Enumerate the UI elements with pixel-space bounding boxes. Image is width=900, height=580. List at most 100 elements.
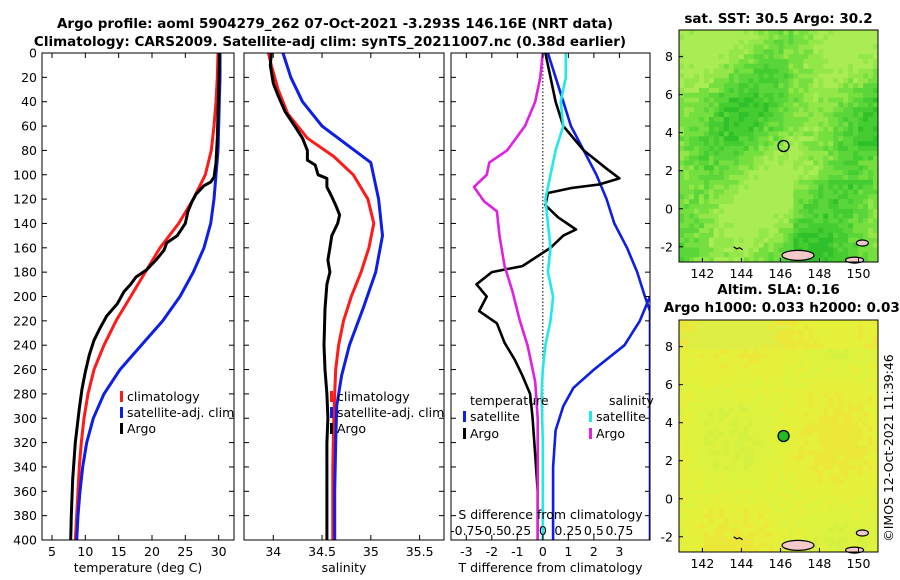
map-cell — [853, 131, 859, 137]
map-cell — [818, 237, 824, 243]
map-cell — [808, 199, 814, 205]
map-cell — [743, 247, 750, 253]
map-cell — [838, 194, 844, 200]
map-cell — [768, 436, 774, 442]
x-tick-label: 142 — [690, 266, 714, 281]
map-cell — [708, 237, 715, 243]
map-cell — [753, 344, 759, 350]
map-cell — [758, 136, 764, 142]
map-cell — [863, 445, 869, 451]
map-cell — [808, 479, 814, 485]
map-cell — [793, 49, 799, 55]
map-cell — [768, 460, 774, 466]
map-cell — [833, 63, 839, 69]
map-cell — [728, 358, 735, 364]
map-cell — [703, 112, 710, 118]
map-cell — [703, 237, 710, 243]
map-cell — [693, 339, 700, 345]
map-cell — [788, 112, 794, 118]
map-cell — [728, 184, 735, 190]
map-cell — [708, 431, 715, 437]
map-cell — [698, 218, 705, 224]
map-cell — [778, 218, 784, 224]
map-cell — [813, 353, 819, 359]
difference-panel: -3 -2 -1 0 1 2 3T difference from climatologyt… — [450, 52, 654, 575]
map-cell — [868, 324, 874, 330]
map-cell — [679, 489, 685, 495]
map-cell — [853, 68, 859, 74]
map-cell — [828, 112, 834, 118]
map-cell — [868, 547, 874, 553]
map-cell — [793, 518, 799, 524]
map-cell — [693, 373, 700, 379]
map-cell — [684, 378, 690, 384]
map-cell — [868, 537, 874, 543]
map-cell — [773, 532, 779, 538]
map-cell — [743, 39, 750, 45]
map-cell — [768, 233, 774, 239]
map-cell — [858, 431, 864, 437]
map-cell — [838, 320, 844, 326]
map-cell — [798, 349, 804, 355]
map-cell — [728, 131, 735, 137]
map-cell — [698, 547, 705, 553]
map-cell — [828, 368, 834, 374]
map-cell — [703, 498, 710, 504]
map-cell — [708, 455, 715, 461]
map-cell — [689, 518, 695, 524]
map-cell — [753, 397, 759, 403]
map-cell — [684, 237, 690, 243]
map-cell — [728, 237, 735, 243]
map-cell — [698, 416, 705, 422]
map-cell — [698, 97, 705, 103]
map-cell — [689, 223, 695, 229]
map-cell — [783, 503, 789, 509]
y-tick-label: 300 — [13, 411, 37, 426]
map-cell — [693, 117, 700, 123]
y-tick-label: 400 — [13, 533, 37, 548]
map-cell — [748, 242, 754, 248]
map-cell — [718, 484, 725, 490]
map-cell — [748, 397, 754, 403]
map-cell — [684, 194, 690, 200]
map-cell — [679, 363, 685, 369]
map-cell — [703, 518, 710, 524]
map-cell — [863, 320, 869, 326]
map-cell — [813, 204, 819, 210]
map-cell — [833, 339, 839, 345]
map-cell — [768, 465, 774, 471]
map-cell — [708, 44, 715, 50]
map-cell — [703, 373, 710, 379]
map-cell — [698, 498, 705, 504]
map-cell — [679, 532, 685, 538]
map-cell — [693, 450, 700, 456]
map-cell — [679, 102, 685, 108]
map-cell — [858, 68, 864, 74]
map-cell — [858, 150, 864, 156]
map-cell — [798, 397, 804, 403]
map-cell — [753, 469, 759, 475]
map-cell — [788, 34, 794, 40]
map-cell — [848, 513, 854, 519]
map-cell — [713, 455, 720, 461]
map-cell — [718, 92, 725, 98]
map-cell — [848, 213, 854, 219]
map-cell — [853, 440, 859, 446]
y-tick-label: 80 — [21, 143, 37, 158]
map-cell — [848, 392, 854, 398]
map-cell — [708, 498, 715, 504]
map-cell — [713, 378, 720, 384]
map-cell — [679, 59, 685, 65]
map-cell — [743, 450, 750, 456]
map-cell — [718, 88, 725, 94]
map-cell — [738, 344, 745, 350]
map-cell — [753, 78, 759, 84]
map-cell — [738, 339, 745, 345]
map-cell — [708, 228, 715, 234]
map-cell — [788, 30, 794, 36]
map-cell — [828, 421, 834, 427]
map-cell — [743, 382, 750, 388]
map-cell — [698, 397, 705, 403]
map-cell — [743, 83, 750, 89]
map-cell — [713, 349, 720, 355]
